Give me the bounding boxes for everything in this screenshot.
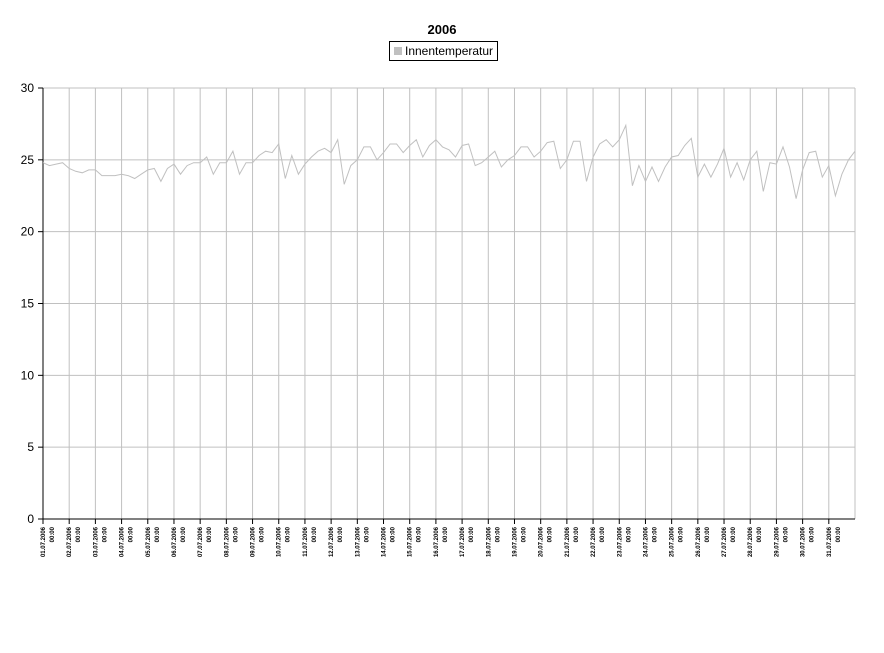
- x-tick-label: 22.07.2006 00:00: [591, 526, 606, 557]
- x-tick-label: 06.07.2006 00:00: [172, 526, 187, 557]
- x-tick-label: 01.07.2006 00:00: [41, 526, 56, 557]
- legend-label: Innentemperatur: [405, 44, 494, 58]
- x-tick-label: 15.07.2006 00:00: [408, 526, 423, 557]
- x-tick-label: 25.07.2006 00:00: [670, 526, 685, 557]
- x-tick-label: 08.07.2006 00:00: [224, 526, 239, 557]
- x-tick-label: 31.07.2006 00:00: [827, 526, 842, 557]
- x-tick-label: 13.07.2006 00:00: [355, 526, 370, 557]
- x-tick-label: 10.07.2006 00:00: [277, 526, 292, 557]
- x-tick-label: 23.07.2006 00:00: [617, 526, 632, 557]
- x-tick-label: 28.07.2006 00:00: [748, 526, 763, 557]
- x-tick-label: 03.07.2006 00:00: [93, 526, 108, 557]
- chart-title: 2006: [427, 22, 457, 37]
- y-tick-label: 10: [21, 368, 35, 382]
- x-tick-label: 11.07.2006 00:00: [303, 526, 318, 556]
- x-tick-label: 20.07.2006 00:00: [539, 526, 554, 557]
- x-tick-label: 26.07.2006 00:00: [696, 526, 711, 557]
- legend-swatch: [394, 47, 402, 55]
- x-tick-label: 04.07.2006 00:00: [120, 526, 135, 557]
- x-tick-label: 27.07.2006 00:00: [722, 526, 737, 557]
- x-tick-label: 12.07.2006 00:00: [329, 526, 344, 557]
- series-line-innentemperatur: [42, 123, 856, 199]
- x-tick-label: 14.07.2006 00:00: [382, 526, 397, 557]
- y-tick-label: 25: [21, 153, 35, 167]
- x-tick-label: 16.07.2006 00:00: [434, 526, 449, 557]
- x-tick-label: 07.07.2006 00:00: [198, 526, 213, 557]
- y-tick-label: 30: [21, 81, 35, 95]
- x-tick-label: 18.07.2006 00:00: [486, 526, 501, 557]
- x-tick-label: 21.07.2006 00:00: [565, 526, 580, 557]
- x-tick-label: 19.07.2006 00:00: [512, 526, 527, 557]
- y-tick-label: 20: [21, 225, 35, 239]
- y-tick-label: 5: [27, 440, 34, 454]
- x-tick-label: 05.07.2006 00:00: [146, 526, 161, 557]
- legend: Innentemperatur: [389, 41, 499, 61]
- x-tick-label: 24.07.2006 00:00: [643, 526, 658, 557]
- y-tick-label: 0: [27, 512, 34, 526]
- x-tick-label: 30.07.2006 00:00: [801, 526, 816, 557]
- x-tick-label: 09.07.2006 00:00: [251, 526, 266, 557]
- y-tick-label: 15: [21, 297, 35, 311]
- x-tick-label: 29.07.2006 00:00: [774, 526, 789, 557]
- x-tick-label: 17.07.2006 00:00: [460, 526, 475, 557]
- x-tick-label: 02.07.2006 00:00: [67, 526, 82, 557]
